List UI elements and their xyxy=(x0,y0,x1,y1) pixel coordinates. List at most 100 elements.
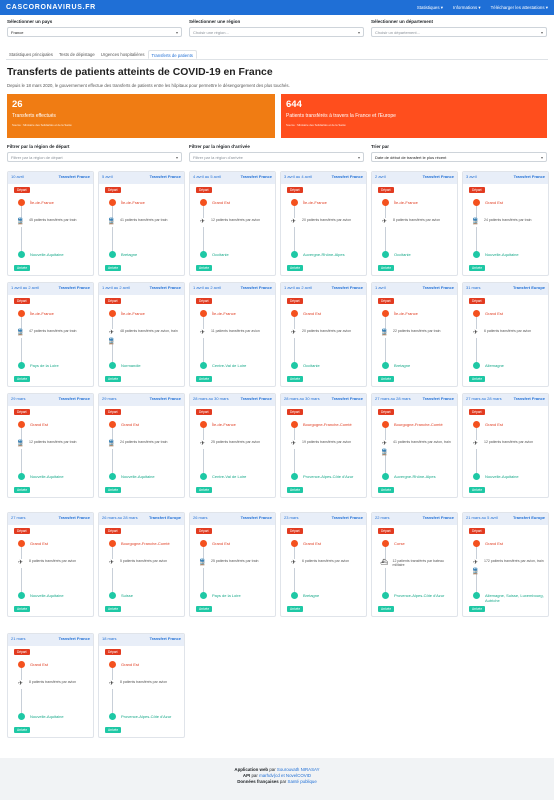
tab-statistiques[interactable]: Statistiques principales xyxy=(9,52,53,57)
card-header: 21 mars au 5 avril Transfert Europe xyxy=(463,513,548,525)
transfer-card: 5 avril Transfert France Départ Île-de-Fran… xyxy=(98,171,185,276)
arrival-region: Provence-Alpes-Côte d'Azur xyxy=(394,593,445,598)
route-line xyxy=(203,313,204,363)
card-date: 28 mars au 30 mars xyxy=(284,396,320,401)
card-header: 23 mars Transfert France xyxy=(281,513,366,525)
departure-region: Grand Est xyxy=(303,311,322,316)
both-icon: ✈🚆 xyxy=(379,440,390,456)
arrival-tag: Arrivée xyxy=(287,606,304,612)
arrival-dot xyxy=(18,592,25,599)
nav-item-attestations[interactable]: Télécharger les attestations xyxy=(491,5,548,11)
departure-region: Grand Est xyxy=(30,422,49,427)
arrival-tag: Arrivée xyxy=(196,265,213,271)
departure-tag: Départ xyxy=(14,409,30,415)
card-date: 10 avril xyxy=(11,174,24,179)
arrival-region: Nouvelle-Aquitaine xyxy=(30,474,64,479)
transfer-text: 24 patients transférés par train xyxy=(484,218,532,222)
region-select[interactable]: Choisir une région... xyxy=(189,27,364,37)
departure-dot xyxy=(200,310,207,317)
footer-data-mid: par xyxy=(279,779,287,784)
arrival-tag: Arrivée xyxy=(14,487,31,493)
tab-tests[interactable]: Tests de dépistage xyxy=(58,52,95,57)
card-type: Transfert France xyxy=(240,396,272,401)
tab-urgences[interactable]: Urgences hospitalières xyxy=(100,52,145,57)
departure-dot xyxy=(473,421,480,428)
country-select[interactable]: France xyxy=(7,27,182,37)
sort-select[interactable]: Date de début de transfert le plus récen… xyxy=(371,152,547,162)
arrival-dot xyxy=(291,362,298,369)
transfer-text: 6 patients transférés par avion xyxy=(484,329,532,333)
plane-icon: ✈ xyxy=(197,440,208,449)
footer-data-link[interactable]: Santé publique xyxy=(287,779,317,784)
card-header: 1 avril au 2 avril Transfert France xyxy=(190,283,275,295)
train-icon: 🚆 xyxy=(15,218,26,227)
department-select[interactable]: Choisir un département... xyxy=(371,27,547,37)
route-line xyxy=(385,313,386,363)
departure-region: Île-de-France xyxy=(212,311,236,316)
departure-tag: Départ xyxy=(287,528,303,534)
transfer-text: 8 patients transférés par avion xyxy=(29,680,77,684)
departure-dot xyxy=(200,540,207,547)
card-date: 2 avril xyxy=(375,174,386,179)
footer-api-link[interactable]: marhdv(cd et NovelCOVID xyxy=(259,773,312,778)
region-selector: Sélectionner une région Choisir une régi… xyxy=(189,19,364,37)
arrival-tag: Arrivée xyxy=(14,265,31,271)
card-date: 4 avril au 5 avril xyxy=(193,174,222,179)
transfer-info: ✈ 25 patients transférés par avion xyxy=(197,440,272,449)
departure-dot xyxy=(18,421,25,428)
card-header: 18 mars Transfert France xyxy=(99,634,184,646)
transfer-info: ✈ 8 patients transférés par avion xyxy=(15,559,90,568)
stat-source: Source : Ministère des Solidarités et de… xyxy=(286,123,346,127)
brand-logo[interactable]: CASCORONAVIRUS.FR xyxy=(6,4,96,11)
transfer-info: ✈🚆 172 patients transférés par avion, tra… xyxy=(470,559,545,575)
transfer-text: 25 patients transférés par train xyxy=(211,559,259,563)
card-type: Transfert France xyxy=(331,396,363,401)
arrival-region: Nouvelle-Aquitaine xyxy=(30,714,64,719)
nav-menu: Statistiques Informations Télécharger le… xyxy=(417,5,548,11)
train-icon: 🚆 xyxy=(15,440,26,449)
transfer-text: 20 patients transférés par avion xyxy=(302,329,352,333)
stat-number: 644 xyxy=(286,99,302,110)
transfer-info: ⛴ 12 patients transférés par bateau milit… xyxy=(379,559,454,568)
card-header: 21 mars Transfert France xyxy=(8,634,93,646)
departure-tag: Départ xyxy=(196,187,212,193)
card-header: 10 avril Transfert France xyxy=(8,172,93,184)
route-line xyxy=(294,202,295,252)
departure-region: Île-de-France xyxy=(121,311,145,316)
footer-author-link[interactable]: Sourouvath NIRASAY xyxy=(276,767,320,772)
card-header: 3 avril au 4 avril Transfert France xyxy=(281,172,366,184)
transfer-text: 48 patients transférés par avion, train xyxy=(120,329,178,333)
tab-transferts[interactable]: Transferts de patients xyxy=(147,50,197,59)
departure-region: Grand Est xyxy=(212,541,231,546)
transfer-card: 3 avril au 4 avril Transfert France Départ… xyxy=(280,171,367,276)
route-line xyxy=(112,664,113,714)
arrival-dot xyxy=(291,473,298,480)
filter-arrival-select[interactable]: Filtrer par la région d'arrivée xyxy=(189,152,364,162)
transfer-card: 27 mars au 28 mars Transfert France Départ… xyxy=(462,393,549,498)
departure-tag: Départ xyxy=(469,528,485,534)
departure-region: Grand Est xyxy=(485,200,504,205)
departure-region: Île-de-France xyxy=(30,311,54,316)
transfer-text: 19 patients transférés par avion xyxy=(302,440,352,444)
transfer-info: ✈ 8 patients transférés par avion xyxy=(379,218,454,227)
nav-item-informations[interactable]: Informations xyxy=(453,5,481,11)
transfer-info: ✈ 8 patients transférés par avion xyxy=(106,680,181,689)
arrival-tag: Arrivée xyxy=(469,487,486,493)
route-line xyxy=(21,424,22,474)
filter-departure-select[interactable]: Filtrer par la région de départ xyxy=(7,152,182,162)
nav-item-statistiques[interactable]: Statistiques xyxy=(417,5,443,11)
departure-region: Île-de-France xyxy=(30,200,54,205)
departure-dot xyxy=(473,540,480,547)
arrival-dot xyxy=(200,473,207,480)
transfer-card: 26 mars Transfert France Départ Grand Est 🚆 2… xyxy=(189,512,276,617)
departure-tag: Départ xyxy=(105,409,121,415)
arrival-region: Nouvelle-Aquitaine xyxy=(485,474,519,479)
card-type: Transfert France xyxy=(149,636,181,641)
transfer-card: 27 mars au 28 mars Transfert France Départ… xyxy=(371,393,458,498)
card-header: 3 avril Transfert France xyxy=(463,172,548,184)
departure-dot xyxy=(109,540,116,547)
transfer-card: 22 mars Transfert France Départ Corse ⛴ 12 pa… xyxy=(371,512,458,617)
departure-tag: Départ xyxy=(287,298,303,304)
transfer-card: 1 avril au 2 avril Transfert France Départ… xyxy=(7,282,94,387)
plane-icon: ✈ xyxy=(15,559,26,568)
